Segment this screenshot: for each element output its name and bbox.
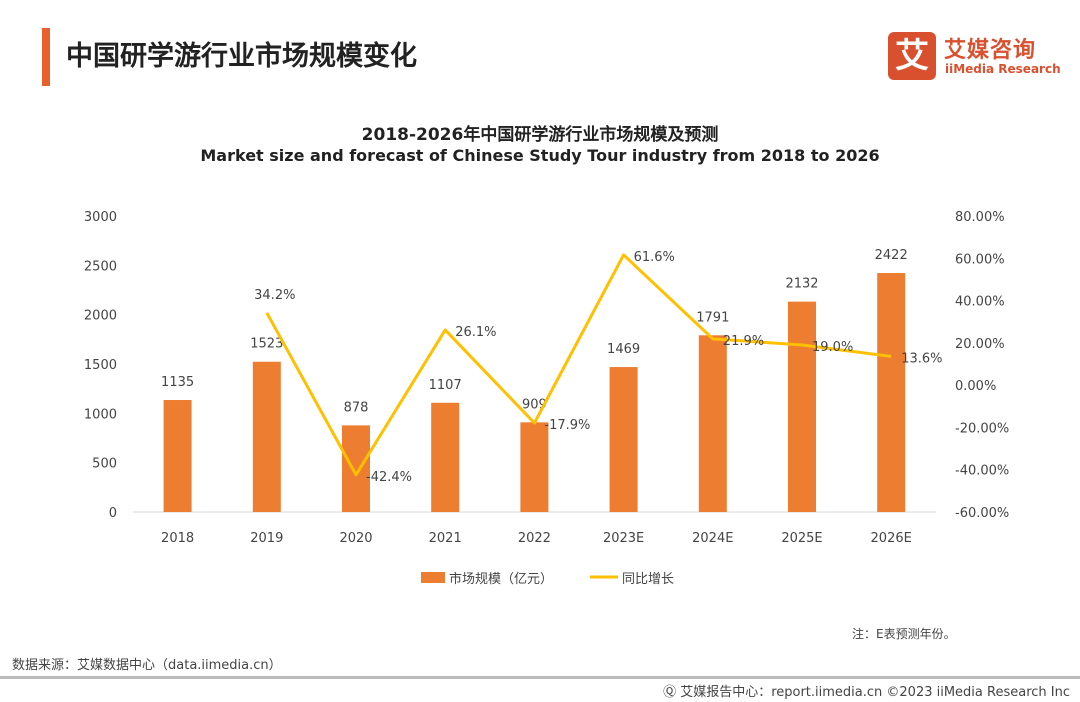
y-right-tick: -40.00% [955,464,1009,479]
bar-value-label: 2422 [875,248,908,263]
y-left-tick: 2500 [84,259,117,274]
bar [698,335,727,512]
bar [252,361,281,512]
x-tick-label: 2022 [518,531,551,546]
note: 注：E表预测年份。 [852,627,956,641]
x-tick-label: 2023E [603,531,644,546]
x-tick-label: 2021 [429,531,462,546]
y-left-tick: 2000 [84,309,117,324]
bar [788,301,816,512]
growth-line [265,253,892,477]
iimedia-logo: 艾 艾媒咨询 iiMedia Research [888,32,1063,80]
bar-value-label: 1135 [161,375,194,390]
growth-label: 13.6% [901,351,942,366]
logo-cn: 艾媒咨询 [944,38,1037,63]
y-right-tick: 20.00% [955,337,1005,352]
combo-chart: 0 500 1000 1500 2000 2500 3000 -60.00% -40.00% -2… [84,210,1009,587]
bar-value-label: 1469 [607,342,640,357]
y-right-tick: -20.00% [955,421,1009,436]
x-tick-label: 2026E [871,531,912,546]
y-left-tick: 3000 [84,210,117,225]
bar [342,425,370,512]
x-tick-label: 2025E [781,531,822,546]
x-tick-label: 2018 [161,531,194,546]
x-tick-label: 2019 [250,531,283,546]
y-right-tick: -60.00% [955,506,1009,521]
chart-title: 2018-2026年中国研学游行业市场规模及预测 [361,125,719,145]
growth-label: 26.1% [455,325,496,340]
y-right-tick: 60.00% [955,252,1005,267]
y-right-tick: 0.00% [955,379,996,394]
bar [877,273,906,512]
bar [431,402,460,512]
bar [609,367,638,512]
y-right-tick: 80.00% [955,210,1005,225]
y-left-tick: 500 [92,457,117,472]
bar-value-label: 2132 [785,277,818,292]
bar [163,400,192,512]
title-accent-bar [42,28,50,86]
growth-label: -42.4% [366,470,412,485]
logo-mark: 艾 [888,32,936,80]
bar-value-label: 1791 [696,310,729,325]
legend-line-label: 同比增长 [622,572,674,587]
y-left-tick: 1000 [84,407,117,422]
legend-bar-label: 市场规模（亿元） [449,571,553,587]
bar-value-label: 1107 [429,378,462,393]
y-left-tick: 0 [109,506,117,521]
chart-subtitle: Market size and forecast of Chinese Stud… [200,146,880,165]
bar-value-label: 1523 [250,337,283,352]
growth-label: 21.9% [723,334,764,349]
bar [520,422,549,512]
footer-divider [0,676,1080,679]
growth-label: 19.0% [812,340,853,355]
legend-bar-swatch [421,572,445,583]
page-title: 中国研学游行业市场规模变化 [66,41,417,72]
logo-en: iiMedia Research [945,62,1061,76]
bar-value-label: 878 [344,400,369,415]
x-tick-label: 2024E [692,531,733,546]
y-right-tick: 40.00% [955,295,1005,310]
x-tick-label: 2020 [339,531,372,546]
growth-label: -17.9% [544,418,590,433]
data-source: 数据来源：艾媒数据中心（data.iimedia.cn） [12,658,282,673]
footer-credit: Ⓠ 艾媒报告中心：report.iimedia.cn ©2023 iiMedia… [663,685,1070,700]
growth-label: 61.6% [634,250,675,265]
growth-label: 34.2% [254,288,295,303]
y-left-tick: 1500 [84,358,117,373]
